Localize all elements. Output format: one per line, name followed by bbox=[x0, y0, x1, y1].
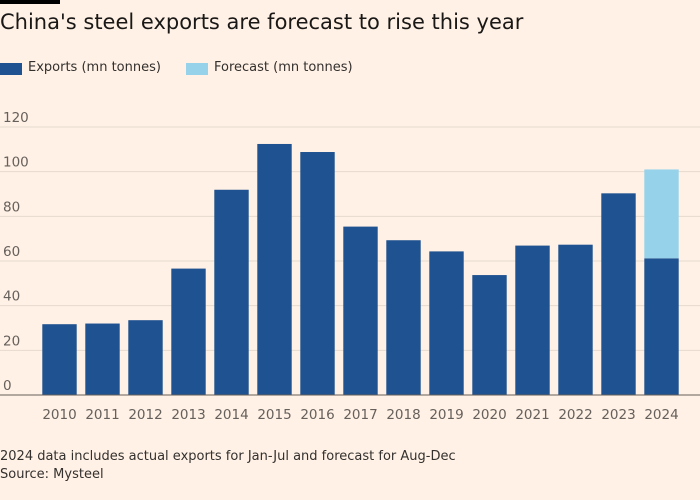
chart-title: China's steel exports are forecast to ri… bbox=[0, 10, 524, 34]
x-tick-label-2015: 2015 bbox=[257, 407, 291, 423]
bar-exports-2018 bbox=[386, 240, 421, 395]
chart-notes: 2024 data includes actual exports for Ja… bbox=[0, 448, 700, 484]
bar-exports-2017 bbox=[343, 226, 378, 395]
bar-forecast-2024 bbox=[644, 169, 679, 259]
bar-exports-2014 bbox=[214, 189, 249, 395]
bar-exports-2011 bbox=[85, 323, 120, 395]
bar-exports-2024 bbox=[644, 258, 679, 395]
x-tick-label-2019: 2019 bbox=[429, 407, 463, 423]
bar-exports-2021 bbox=[515, 245, 550, 395]
bar-exports-2016 bbox=[300, 152, 335, 395]
bar-exports-2013 bbox=[171, 268, 206, 395]
legend-swatch-forecast bbox=[186, 63, 208, 75]
x-tick-label-2021: 2021 bbox=[515, 407, 549, 423]
bar-exports-2019 bbox=[429, 251, 464, 395]
bar-exports-2022 bbox=[558, 244, 593, 395]
x-tick-label-2020: 2020 bbox=[472, 407, 506, 423]
y-tick-label-20: 20 bbox=[3, 333, 20, 349]
y-tick-label-60: 60 bbox=[3, 244, 20, 260]
y-tick-label-80: 80 bbox=[3, 199, 20, 215]
x-tick-label-2023: 2023 bbox=[601, 407, 635, 423]
x-tick-label-2016: 2016 bbox=[300, 407, 334, 423]
x-tick-label-2017: 2017 bbox=[343, 407, 377, 423]
x-tick-label-2022: 2022 bbox=[558, 407, 592, 423]
brand-bar bbox=[0, 0, 60, 4]
x-tick-label-2014: 2014 bbox=[214, 407, 248, 423]
x-tick-label-2018: 2018 bbox=[386, 407, 420, 423]
bar-exports-2010 bbox=[42, 324, 77, 395]
x-tick-label-2011: 2011 bbox=[85, 407, 119, 423]
x-tick-label-2012: 2012 bbox=[128, 407, 162, 423]
x-tick-label-2024: 2024 bbox=[644, 407, 678, 423]
y-tick-label-40: 40 bbox=[3, 289, 20, 305]
y-tick-label-100: 100 bbox=[3, 155, 29, 171]
x-tick-label-2010: 2010 bbox=[42, 407, 76, 423]
y-tick-label-120: 120 bbox=[3, 110, 29, 126]
source-note: Source: Mysteel bbox=[0, 467, 104, 482]
x-tick-label-2013: 2013 bbox=[171, 407, 205, 423]
bar-exports-2012 bbox=[128, 320, 163, 395]
legend-label-forecast: Forecast (mn tonnes) bbox=[214, 60, 353, 75]
legend-label-exports: Exports (mn tonnes) bbox=[28, 60, 161, 75]
bar-exports-2023 bbox=[601, 193, 636, 395]
bar-exports-2015 bbox=[257, 143, 292, 395]
footnote: 2024 data includes actual exports for Ja… bbox=[0, 449, 456, 464]
bar-chart: 0 20 40 60 80 100 120 2010 2011 2012 2013 2014 2015 2… bbox=[0, 110, 700, 423]
legend-swatch-exports bbox=[0, 63, 22, 75]
y-tick-label-0: 0 bbox=[3, 378, 12, 394]
bar-exports-2020 bbox=[472, 275, 507, 395]
